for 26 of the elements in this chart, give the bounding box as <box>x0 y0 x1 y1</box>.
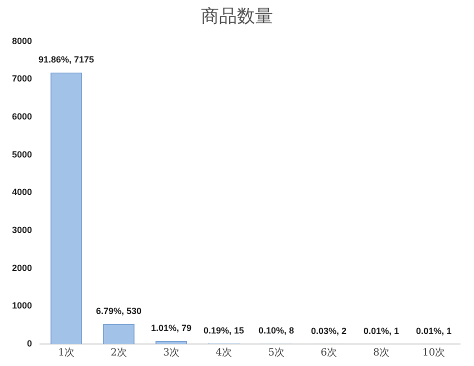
y-tick-label: 5000 <box>12 149 32 160</box>
y-tick-label: 1000 <box>12 300 32 311</box>
data-label: 0.01%, 1 <box>363 326 400 336</box>
y-tick-label: 8000 <box>12 36 32 46</box>
data-label: 6.79%, 530 <box>96 306 142 316</box>
data-label: 91.86%, 7175 <box>38 54 94 65</box>
x-tick-label: 6次 <box>320 348 337 359</box>
y-tick-label: 3000 <box>12 225 32 236</box>
y-tick-label: 0 <box>27 338 32 348</box>
data-label: 0.10%, 8 <box>258 326 294 336</box>
data-label: 0.19%, 15 <box>203 325 244 336</box>
x-tick-label: 4次 <box>216 348 232 359</box>
data-label: 1.01%, 79 <box>151 322 192 333</box>
y-tick-label: 2000 <box>12 262 32 273</box>
chart-title: 商品数量 <box>200 5 274 28</box>
x-tick-label: 10次 <box>422 348 446 359</box>
x-tick-label: 2次 <box>110 348 127 359</box>
x-tick-label: 5次 <box>268 348 284 359</box>
x-tick-label: 8次 <box>373 348 390 359</box>
x-tick-label: 3次 <box>163 348 180 359</box>
data-label: 0.03%, 2 <box>310 326 347 336</box>
y-tick-label: 7000 <box>12 74 32 84</box>
y-tick-label: 4000 <box>12 187 32 198</box>
x-tick-label: 1次 <box>58 348 74 359</box>
y-tick-label: 6000 <box>12 112 32 122</box>
data-label: 0.01%, 1 <box>416 326 452 336</box>
